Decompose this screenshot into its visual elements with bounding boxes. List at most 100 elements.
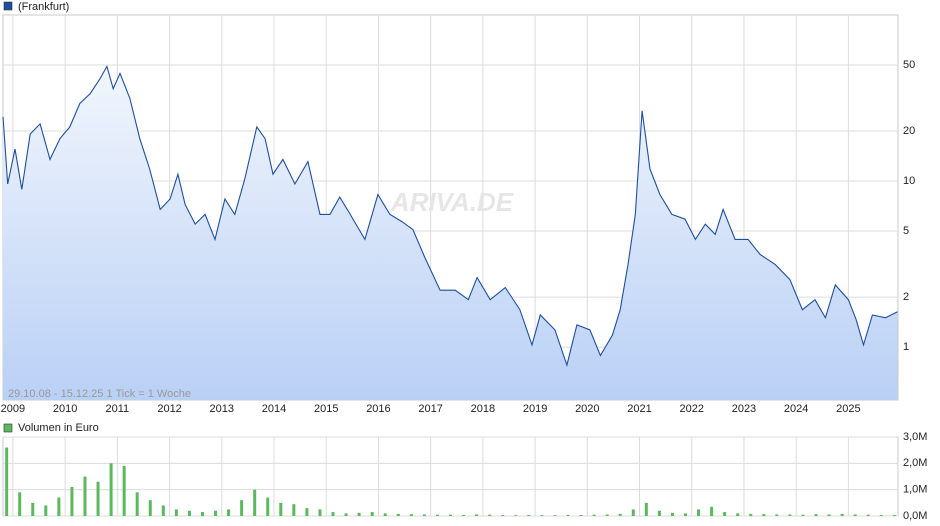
y-tick-label: 2,0M: [903, 457, 927, 469]
x-tick-label: 2022: [680, 403, 704, 415]
volume-bar: [697, 509, 701, 516]
y-tick-label: 5: [903, 225, 909, 237]
y-tick-label: 1,0M: [903, 484, 927, 496]
volume-bar: [83, 476, 87, 516]
volume-bar: [540, 515, 544, 516]
volume-bar: [409, 514, 413, 516]
y-tick-label: 50: [903, 59, 915, 71]
volume-bar: [840, 513, 844, 516]
watermark: ARIVA.DE: [390, 187, 514, 217]
x-tick-label: 2009: [1, 403, 25, 415]
volume-bar: [305, 508, 309, 516]
volume-bar: [605, 514, 609, 516]
volume-bar: [57, 497, 61, 516]
volume-bar: [579, 514, 583, 516]
volume-bar: [370, 512, 374, 516]
x-tick-label: 2010: [53, 403, 77, 415]
volume-bar: [670, 512, 674, 516]
volume-bar: [31, 502, 35, 516]
volume-bar: [344, 513, 348, 516]
volume-bar: [5, 447, 9, 516]
price-panel: 2009 2010 2011 2012 2013 2014 2015 2016 2017 2018…: [1, 15, 915, 415]
x-tick-label: 2023: [732, 403, 756, 415]
volume-bar: [788, 514, 792, 516]
volume-bar: [592, 514, 596, 516]
annotation: 29.10.08 - 15.12.25 1 Tick = 1 Woche: [8, 388, 191, 400]
x-tick-label: 2025: [836, 403, 860, 415]
area: [3, 66, 898, 401]
y-tick-label: 2: [903, 291, 909, 303]
price-line: [2, 64, 898, 367]
volume-bar: [357, 512, 361, 516]
volume-bar: [892, 514, 896, 516]
volume-bar: [827, 514, 831, 516]
volume-bar: [174, 509, 178, 516]
volume-bar: [70, 487, 74, 516]
volume-bar: [723, 512, 727, 516]
volume-bar: [801, 514, 805, 516]
volume-bar: [18, 492, 22, 516]
volume-bar: [292, 504, 296, 516]
volume-bar: [749, 513, 753, 516]
y-tick-label: 3,0M: [903, 431, 927, 443]
volume-bar: [187, 510, 191, 516]
volume-bar: [566, 514, 570, 516]
volume-bar: [240, 500, 244, 516]
volume-bar: [762, 514, 766, 516]
volume-bar: [657, 510, 661, 516]
volume-bar: [631, 509, 635, 516]
volume-panel: 0,0M 1,0M 2,0M 3,0M: [3, 431, 927, 522]
volume-bar: [253, 489, 257, 516]
legend-label: Volumen in Euro: [18, 422, 99, 434]
y-tick-label: 10: [903, 175, 915, 187]
volume-bar: [44, 505, 48, 516]
volume-bar: [148, 500, 152, 516]
volume-bar: [449, 514, 452, 516]
volume-bar: [383, 513, 387, 516]
volume-bar: [814, 514, 818, 516]
x-tick-label: 2019: [523, 403, 547, 415]
x-tick-label: 2012: [157, 403, 181, 415]
x-tick-label: 2020: [575, 403, 599, 415]
legend-swatch: [3, 423, 13, 433]
y-tick-label: 1: [903, 341, 909, 353]
x-tick-label: 2017: [418, 403, 442, 415]
volume-bar: [96, 481, 100, 516]
volume-bar: [644, 502, 648, 516]
volume-bar: [331, 512, 335, 516]
volume-bar: [462, 514, 466, 516]
volume-bar: [135, 492, 139, 516]
volume-bar: [775, 514, 779, 516]
volume-bar: [214, 510, 218, 516]
volume-bar: [122, 465, 126, 516]
volume-bar: [618, 513, 622, 516]
volume-bar: [514, 515, 518, 516]
x-tick-label: 2018: [471, 403, 495, 415]
x-tick-label: 2015: [314, 403, 338, 415]
volume-bar: [161, 505, 165, 516]
y-tick-label: 0,0M: [903, 510, 927, 522]
volume-bar: [501, 514, 505, 516]
volume-bar: [266, 497, 270, 516]
volume-bar: [527, 514, 531, 516]
x-tick-label: 2024: [784, 403, 808, 415]
x-tick-label: 2016: [366, 403, 390, 415]
volume-bar: [488, 514, 492, 516]
volume-bar: [553, 515, 557, 516]
volume-bar: [435, 514, 439, 516]
volume-bar: [318, 509, 322, 516]
volume-bar: [227, 509, 231, 516]
volume-bar: [475, 514, 479, 516]
volume-bar: [683, 513, 687, 516]
volume-bar: [279, 502, 283, 516]
volume-bar: [396, 513, 400, 516]
x-tick-label: 2021: [627, 403, 651, 415]
volume-bar: [422, 514, 426, 516]
volume-bar: [736, 513, 740, 516]
legend-label: (Frankfurt): [18, 1, 69, 13]
volume-bar: [710, 506, 714, 516]
volume-bar: [879, 514, 883, 516]
x-tick-label: 2014: [262, 403, 286, 415]
